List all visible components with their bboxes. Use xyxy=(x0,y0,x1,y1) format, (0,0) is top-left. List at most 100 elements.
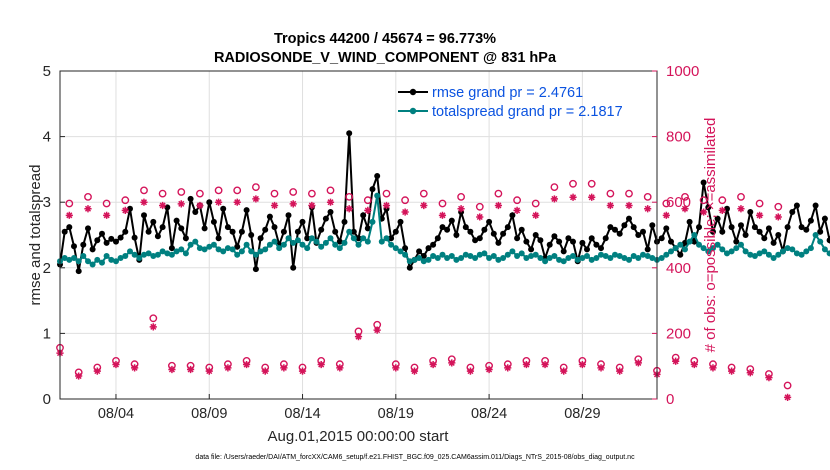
data-point xyxy=(528,253,535,259)
data-point xyxy=(584,246,590,253)
series-2 xyxy=(56,179,792,390)
assimilated-obs-marker xyxy=(252,195,260,203)
data-point xyxy=(187,195,194,202)
assimilated-obs-marker xyxy=(606,201,614,210)
assimilated-obs-marker xyxy=(205,367,213,375)
possible-obs-marker xyxy=(419,189,428,198)
data-point xyxy=(378,238,385,245)
data-point xyxy=(327,209,334,215)
data-point xyxy=(346,228,353,235)
right-tick-label: 800 xyxy=(666,129,691,146)
data-point xyxy=(332,241,339,248)
data-point xyxy=(257,235,264,242)
data-point xyxy=(243,207,250,214)
data-point xyxy=(248,232,255,238)
data-point xyxy=(425,256,432,263)
data-point xyxy=(551,253,558,259)
possible-obs-marker xyxy=(513,196,521,205)
assimilated-obs-marker xyxy=(588,193,596,201)
data-point xyxy=(668,238,674,245)
right-tick-label: 1000 xyxy=(666,63,699,80)
data-point xyxy=(448,253,455,259)
data-point xyxy=(700,245,707,252)
data-point xyxy=(99,230,105,237)
data-point xyxy=(238,228,245,235)
data-point xyxy=(644,253,651,259)
data-point xyxy=(392,245,399,252)
data-point xyxy=(472,255,479,261)
data-point xyxy=(299,218,306,225)
possible-obs-marker xyxy=(662,199,671,208)
left-tick-label: 2 xyxy=(43,260,51,277)
data-point xyxy=(434,235,441,242)
data-point xyxy=(430,241,437,248)
data-point xyxy=(775,232,782,238)
data-point xyxy=(85,258,91,265)
data-point xyxy=(649,222,656,229)
assimilated-obs-marker xyxy=(270,201,279,210)
data-point xyxy=(677,241,684,248)
data-point xyxy=(509,248,516,255)
assimilated-obs-marker xyxy=(65,211,73,219)
assimilated-obs-marker xyxy=(672,357,680,365)
data-point xyxy=(61,228,68,235)
data-point xyxy=(383,235,390,242)
possible-obs-marker xyxy=(531,199,540,208)
assimilated-obs-marker xyxy=(298,367,307,375)
data-point xyxy=(476,235,483,242)
data-point xyxy=(714,215,721,222)
assimilated-obs-marker xyxy=(401,208,409,216)
data-point xyxy=(154,251,161,258)
data-point xyxy=(285,212,292,219)
data-point xyxy=(672,245,679,252)
assimilated-obs-marker xyxy=(476,213,484,221)
possible-obs-marker xyxy=(363,196,372,205)
assimilated-obs-marker xyxy=(103,211,111,219)
data-point xyxy=(402,245,409,252)
data-point xyxy=(500,230,507,237)
left-tick-label: 1 xyxy=(43,325,51,342)
data-point xyxy=(779,248,786,255)
data-point xyxy=(369,218,376,225)
data-point xyxy=(486,255,493,261)
data-point xyxy=(108,256,115,263)
data-point xyxy=(360,235,367,242)
data-point xyxy=(453,232,460,238)
data-point xyxy=(406,264,413,271)
data-point xyxy=(556,238,563,245)
data-point xyxy=(640,251,646,258)
possible-obs-marker xyxy=(699,196,708,205)
data-point xyxy=(355,235,362,242)
assimilated-obs-marker xyxy=(308,201,316,210)
data-point xyxy=(616,230,623,237)
assimilated-obs-marker xyxy=(84,205,92,213)
possible-obs-marker xyxy=(681,192,689,201)
data-point xyxy=(518,250,525,257)
data-point xyxy=(523,238,530,245)
data-point xyxy=(238,248,245,255)
data-point xyxy=(537,255,544,261)
data-point xyxy=(388,241,395,248)
possible-obs-marker xyxy=(494,189,503,198)
data-point xyxy=(593,255,600,261)
assimilated-obs-marker xyxy=(681,205,689,213)
data-point xyxy=(565,255,572,261)
data-point xyxy=(397,218,404,225)
data-point xyxy=(229,246,236,253)
assimilated-obs-marker xyxy=(224,364,232,372)
possible-obs-marker xyxy=(737,192,745,201)
data-point xyxy=(677,251,684,258)
data-point xyxy=(588,235,595,242)
possible-obs-marker xyxy=(270,189,279,198)
data-point xyxy=(542,258,549,265)
data-point xyxy=(528,246,535,253)
data-point xyxy=(644,246,651,253)
assimilated-obs-marker xyxy=(373,326,381,334)
data-file-footer: data file: /Users/raeder/DAI/ATM_forcXX/… xyxy=(195,454,635,461)
data-point xyxy=(803,226,810,233)
data-point xyxy=(304,245,311,252)
assimilated-obs-marker xyxy=(485,365,493,374)
assimilated-obs-marker xyxy=(112,360,120,369)
data-point xyxy=(612,251,618,258)
data-point xyxy=(560,258,567,265)
